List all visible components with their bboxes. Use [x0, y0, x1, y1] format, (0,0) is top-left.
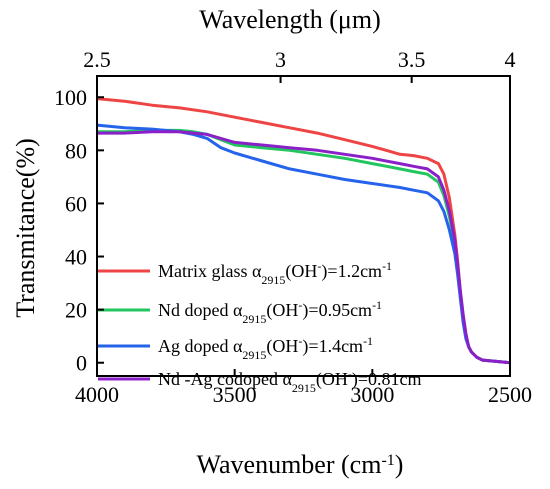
legend-subscript: 2915 [261, 273, 285, 287]
legend-label-4: Nd -Ag codoped α2915(OH-)=0.81cm [158, 367, 422, 395]
legend-text-part: )=1.2cm [321, 261, 382, 282]
legend-superscript: -1 [372, 298, 382, 312]
series-line-4 [97, 130, 511, 365]
top-tick-label: 4 [505, 47, 516, 72]
legend-text-part: (OH [285, 261, 317, 282]
legend-text-part: Nd -Ag codoped α [158, 369, 292, 389]
y-tick-label: 40 [65, 245, 87, 270]
legend-superscript: - [348, 367, 352, 381]
legend-subscript: 2915 [242, 348, 266, 362]
legend-text-part: )=0.95cm [302, 300, 372, 321]
x-tick-label: 3500 [213, 382, 257, 407]
x-axis-title-sup: -1 [381, 452, 394, 469]
legend-superscript: -1 [363, 334, 373, 348]
ticks-layer: 4000 3500 3000 2500 0 20 40 60 80 100 2.5 3 3.5 4 [54, 47, 532, 407]
top-axis-title: Wavelength (μm) [199, 5, 381, 34]
legend-superscript: - [298, 334, 302, 348]
y-tick-label: 0 [76, 351, 87, 376]
legend-text-part: Matrix glass α [158, 261, 262, 281]
legend-superscript: - [317, 259, 321, 273]
top-tick-label: 3 [275, 47, 286, 72]
legend-text-part: (OH [266, 300, 298, 321]
legend-text-part: )=0.81cm [352, 369, 422, 390]
legend-subscript: 2915 [292, 381, 316, 395]
legend-text-part: Nd doped α [158, 300, 243, 320]
legend: Matrix glass α2915(OH-)=1.2cm-1Nd doped … [98, 259, 422, 395]
legend-label-3: Ag doped α2915(OH-)=1.4cm-1 [158, 334, 373, 362]
y-tick-label: 100 [54, 85, 87, 110]
x-axis-title-end: ) [395, 450, 404, 479]
legend-text-part: )=1.4cm [302, 336, 363, 357]
top-tick-label: 3.5 [398, 47, 426, 72]
legend-superscript: - [298, 298, 302, 312]
legend-text-part: (OH [266, 336, 298, 357]
x-axis-title: Wavenumber (cm-1) [197, 450, 404, 479]
x-tick-label: 4000 [75, 382, 119, 407]
y-tick-label: 60 [65, 191, 87, 216]
legend-text-part: (OH [316, 369, 348, 390]
legend-text-part: Ag doped α [158, 336, 243, 356]
legend-superscript: -1 [382, 259, 392, 273]
x-tick-label: 2500 [488, 382, 532, 407]
x-axis-title-main: Wavenumber (cm [197, 450, 382, 479]
series-layer [96, 97, 511, 365]
legend-label-1: Matrix glass α2915(OH-)=1.2cm-1 [158, 259, 392, 287]
y-axis-title: Transmitance(%) [11, 138, 40, 318]
y-tick-label: 20 [65, 298, 87, 323]
plot-frame [96, 75, 511, 377]
y-tick-label: 80 [65, 138, 87, 163]
top-tick-label: 2.5 [83, 47, 111, 72]
x-tick-label: 3000 [350, 382, 394, 407]
legend-label-2: Nd doped α2915(OH-)=0.95cm-1 [158, 298, 382, 326]
legend-subscript: 2915 [242, 312, 266, 326]
